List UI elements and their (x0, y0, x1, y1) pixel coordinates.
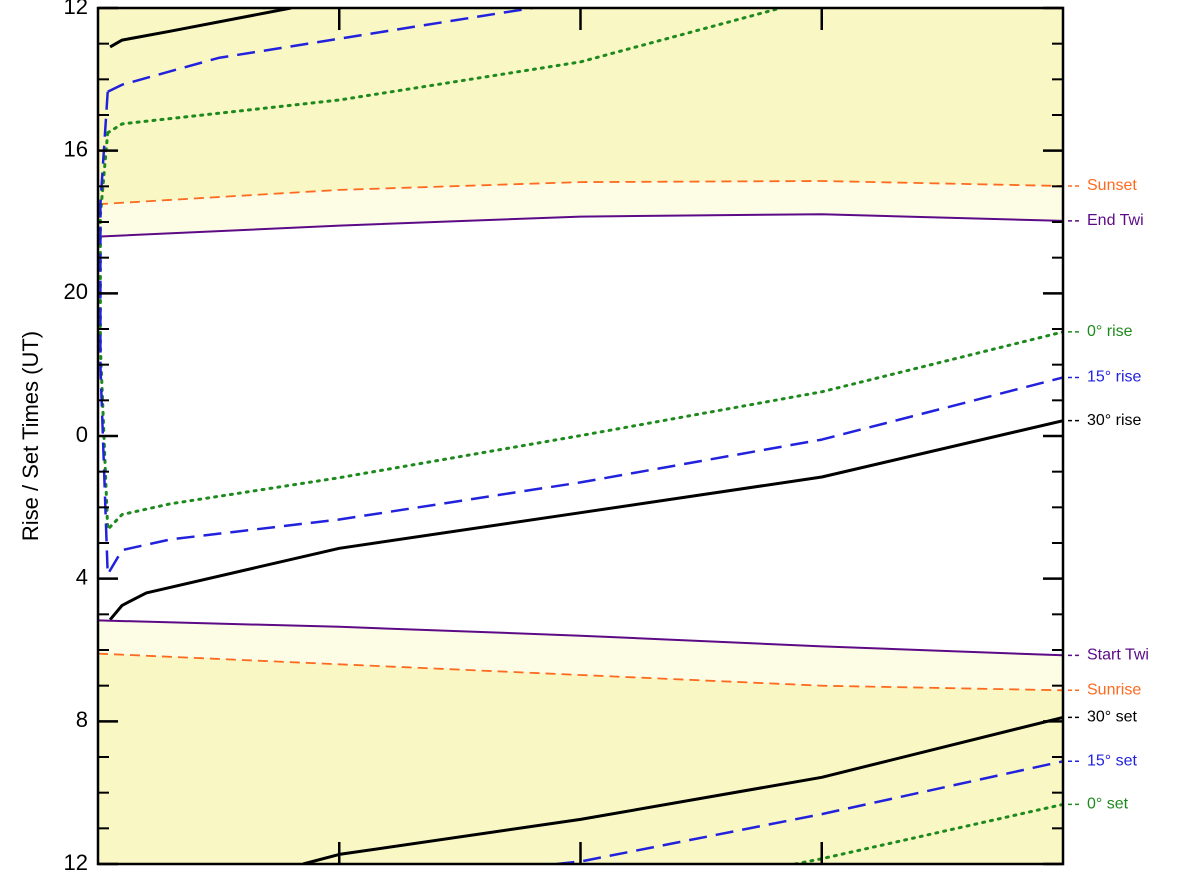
legend-label: 15° rise (1087, 369, 1142, 386)
legend-label: Start Twi (1087, 647, 1149, 664)
legend-label: 30° rise (1087, 412, 1142, 429)
y-tick-label: 20 (64, 279, 88, 304)
series-line (98, 131, 1063, 531)
legend-label: 15° set (1087, 752, 1138, 769)
legend-label: Sunset (1087, 177, 1137, 194)
series-line (98, 619, 1063, 657)
y-tick-label: 8 (76, 707, 88, 732)
series-line (98, 213, 1063, 238)
y-axis-label: Rise / Set Times (UT) (18, 331, 43, 541)
legend-label: 0° rise (1087, 323, 1133, 340)
y-tick-label: 4 (76, 564, 88, 589)
legend-label: 0° set (1087, 796, 1129, 813)
series-line (109, 8, 1063, 864)
y-tick-label: 12 (64, 0, 88, 19)
legend-label: End Twi (1087, 212, 1144, 229)
series-line (108, 419, 1063, 621)
y-tick-label: 16 (64, 136, 88, 161)
plot-frame (96, 6, 1065, 866)
y-tick-label: 0 (76, 422, 88, 447)
y-tick-label: 12 (64, 850, 88, 872)
series-line (98, 652, 1063, 692)
legend-label: 30° set (1087, 709, 1138, 726)
series-line (99, 91, 1063, 576)
legend-label: Sunrise (1087, 682, 1141, 699)
series-line (98, 180, 1063, 206)
